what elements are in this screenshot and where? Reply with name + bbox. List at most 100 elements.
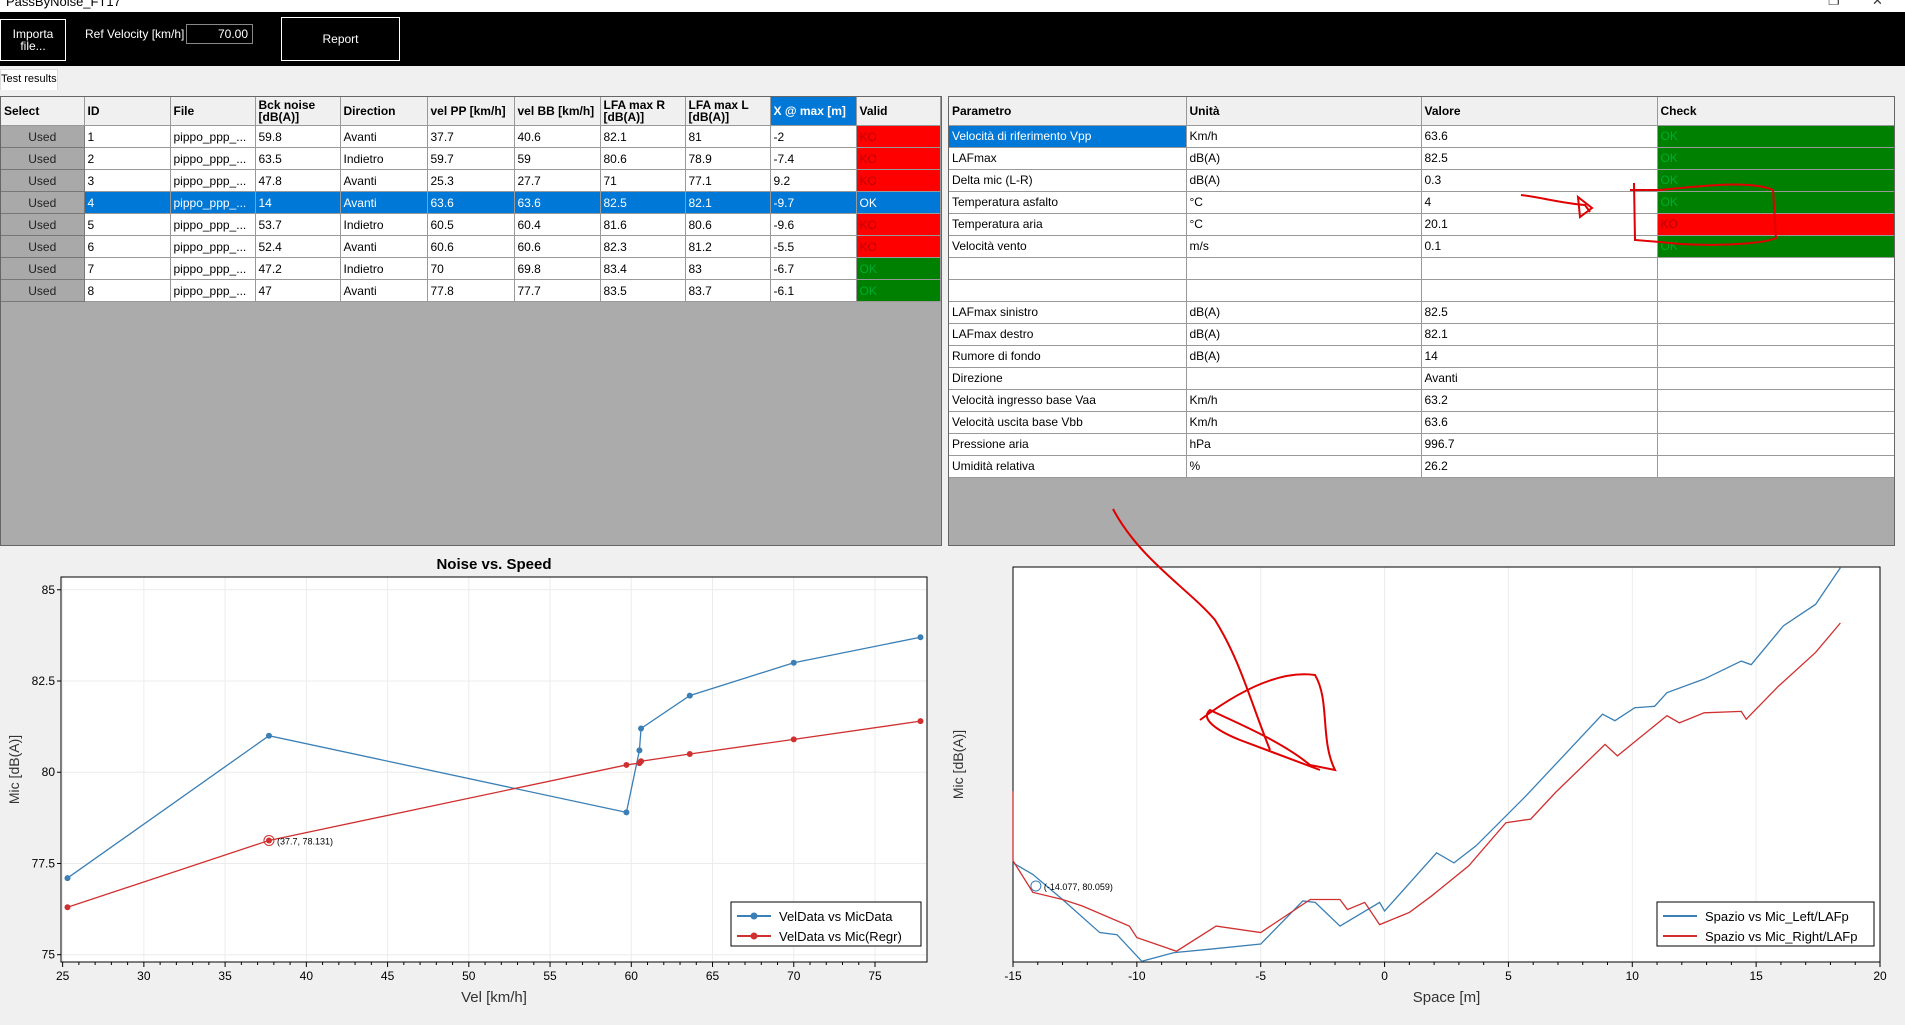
select-cell[interactable]: Used	[1, 147, 85, 170]
param-row[interactable]: Velocità di riferimento Vpp Km/h 63.6 OK	[949, 125, 1894, 148]
param-row[interactable]: LAFmax destro dB(A) 82.1	[949, 323, 1894, 346]
data-point	[265, 837, 272, 844]
table-row[interactable]: Used 6 pippo_ppp_... 52.4 Avanti 60.6 60.6 82.3…	[1, 235, 941, 258]
param-cell: Delta mic (L-R)	[949, 169, 1187, 192]
table-cell: 59	[514, 147, 601, 170]
column-header[interactable]: X @ max [m]	[770, 97, 857, 126]
report-button[interactable]: Report	[281, 17, 400, 61]
column-header[interactable]: Check	[1657, 97, 1894, 126]
table-cell: 47	[255, 279, 341, 302]
column-header[interactable]: Valid	[856, 97, 941, 126]
x-axis-label: Space [m]	[1413, 989, 1481, 1006]
select-cell[interactable]: Used	[1, 169, 85, 192]
data-point	[64, 904, 71, 911]
table-cell: Avanti	[340, 125, 428, 148]
column-header[interactable]: LFA max R [dB(A)]	[600, 97, 686, 126]
select-cell[interactable]: Used	[1, 213, 85, 236]
param-row[interactable]: Velocità vento m/s 0.1 OK	[949, 235, 1894, 258]
param-cell: %	[1186, 455, 1422, 478]
param-row[interactable]: Velocità ingresso base Vaa Km/h 63.2	[949, 389, 1894, 412]
x-tick-label: 50	[462, 969, 476, 983]
check-status-cell: OK	[1657, 169, 1894, 192]
table-row[interactable]: Used 5 pippo_ppp_... 53.7 Indietro 60.5 60.4 81…	[1, 213, 941, 236]
x-tick-label: 10	[1626, 969, 1640, 983]
column-header[interactable]: Valore	[1421, 97, 1658, 126]
param-row[interactable]: LAFmax dB(A) 82.5 OK	[949, 147, 1894, 170]
param-row[interactable]: Velocità uscita base Vbb Km/h 63.6	[949, 411, 1894, 434]
column-header[interactable]: ID	[84, 97, 171, 126]
x-tick-label: 55	[543, 969, 557, 983]
tab-test-results[interactable]: Test results	[0, 69, 58, 90]
select-cell[interactable]: Used	[1, 257, 85, 280]
check-status-cell	[1657, 389, 1894, 412]
param-row[interactable]: Rumore di fondo dB(A) 14	[949, 345, 1894, 368]
column-header[interactable]: Bck noise [dB(A)]	[255, 97, 341, 126]
column-header[interactable]: Parametro	[949, 97, 1187, 126]
column-header[interactable]: vel PP [km/h]	[427, 97, 515, 126]
y-tick-label: 75	[42, 948, 56, 962]
table-row[interactable]: Used 7 pippo_ppp_... 47.2 Indietro 70 69.8 83.4…	[1, 257, 941, 280]
table-cell: 60.6	[427, 235, 515, 258]
column-header[interactable]: vel BB [km/h]	[514, 97, 601, 126]
table-cell: 14	[255, 191, 341, 214]
table-cell: 82.1	[600, 125, 686, 148]
select-cell[interactable]: Used	[1, 235, 85, 258]
restore-icon[interactable]: ❐	[1828, 0, 1840, 8]
column-header[interactable]: LFA max L [dB(A)]	[685, 97, 771, 126]
data-point	[623, 761, 630, 768]
column-header[interactable]: Direction	[340, 97, 428, 126]
ref-velocity-input[interactable]	[186, 24, 253, 44]
param-cell	[1186, 367, 1422, 390]
param-row[interactable]: Direzione Avanti	[949, 367, 1894, 390]
close-icon[interactable]: ✕	[1872, 0, 1883, 8]
data-point	[686, 750, 693, 757]
param-cell: Velocità uscita base Vbb	[949, 411, 1187, 434]
table-cell: 2	[84, 147, 171, 170]
plot-border	[60, 576, 928, 963]
param-row[interactable]: LAFmax sinistro dB(A) 82.5	[949, 301, 1894, 324]
param-cell: Temperatura aria	[949, 213, 1187, 236]
param-cell: 82.5	[1421, 147, 1658, 170]
param-row[interactable]	[949, 257, 1894, 280]
y-axis-label: Mic [dB(A)]	[6, 735, 22, 804]
param-row[interactable]: Delta mic (L-R) dB(A) 0.3 OK	[949, 169, 1894, 192]
table-cell: 47.8	[255, 169, 341, 192]
annotation-marker	[263, 834, 275, 846]
table-row[interactable]: Used 1 pippo_ppp_... 59.8 Avanti 37.7 40.6 82.1…	[1, 125, 941, 148]
check-status-cell	[1657, 323, 1894, 346]
param-row[interactable]: Temperatura aria °C 20.1 KO	[949, 213, 1894, 236]
param-row[interactable]: Temperatura asfalto °C 4 OK	[949, 191, 1894, 214]
param-row[interactable]: Pressione aria hPa 996.7	[949, 433, 1894, 456]
param-cell: 996.7	[1421, 433, 1658, 456]
table-cell: 60.5	[427, 213, 515, 236]
valid-status-cell: KO	[856, 235, 941, 258]
table-row[interactable]: Used 4 pippo_ppp_... 14 Avanti 63.6 63.6 82.5 82…	[1, 191, 941, 214]
y-tick-label: 77.5	[32, 856, 56, 870]
import-label-2: file...	[20, 39, 46, 53]
param-cell: hPa	[1186, 433, 1422, 456]
table-cell: -6.1	[770, 279, 857, 302]
check-status-cell	[1657, 433, 1894, 456]
column-header[interactable]: Select	[1, 97, 85, 126]
check-status-cell	[1657, 257, 1894, 280]
select-cell[interactable]: Used	[1, 125, 85, 148]
x-tick-label: -10	[1128, 969, 1146, 983]
param-row[interactable]	[949, 279, 1894, 302]
param-row[interactable]: Umidità relativa% 26.2	[949, 455, 1894, 478]
valid-status-cell: OK	[856, 257, 941, 280]
legend-label: VelData vs Mic(Regr)	[779, 929, 902, 944]
column-header[interactable]: Unità	[1186, 97, 1422, 126]
param-cell: Velocità di riferimento Vpp	[949, 125, 1187, 148]
import-file-button[interactable]: Importa file...	[0, 19, 66, 61]
param-cell: 20.1	[1421, 213, 1658, 236]
select-cell[interactable]: Used	[1, 191, 85, 214]
x-tick-label: 5	[1505, 969, 1512, 983]
table-row[interactable]: Used 2 pippo_ppp_... 63.5 Indietro 59.7 59 80.6…	[1, 147, 941, 170]
column-header[interactable]: File	[170, 97, 256, 126]
select-cell[interactable]: Used	[1, 279, 85, 302]
table-row[interactable]: Used 3 pippo_ppp_... 47.8 Avanti 25.3 27.7 71 77…	[1, 169, 941, 192]
tests-header-row: Select ID File Bck noise [dB(A)] Direction ve…	[1, 97, 941, 126]
table-row[interactable]: Used 8 pippo_ppp_... 47 Avanti 77.8 77.7 83.5 83…	[1, 279, 941, 302]
param-cell: Rumore di fondo	[949, 345, 1187, 368]
table-cell: -6.7	[770, 257, 857, 280]
